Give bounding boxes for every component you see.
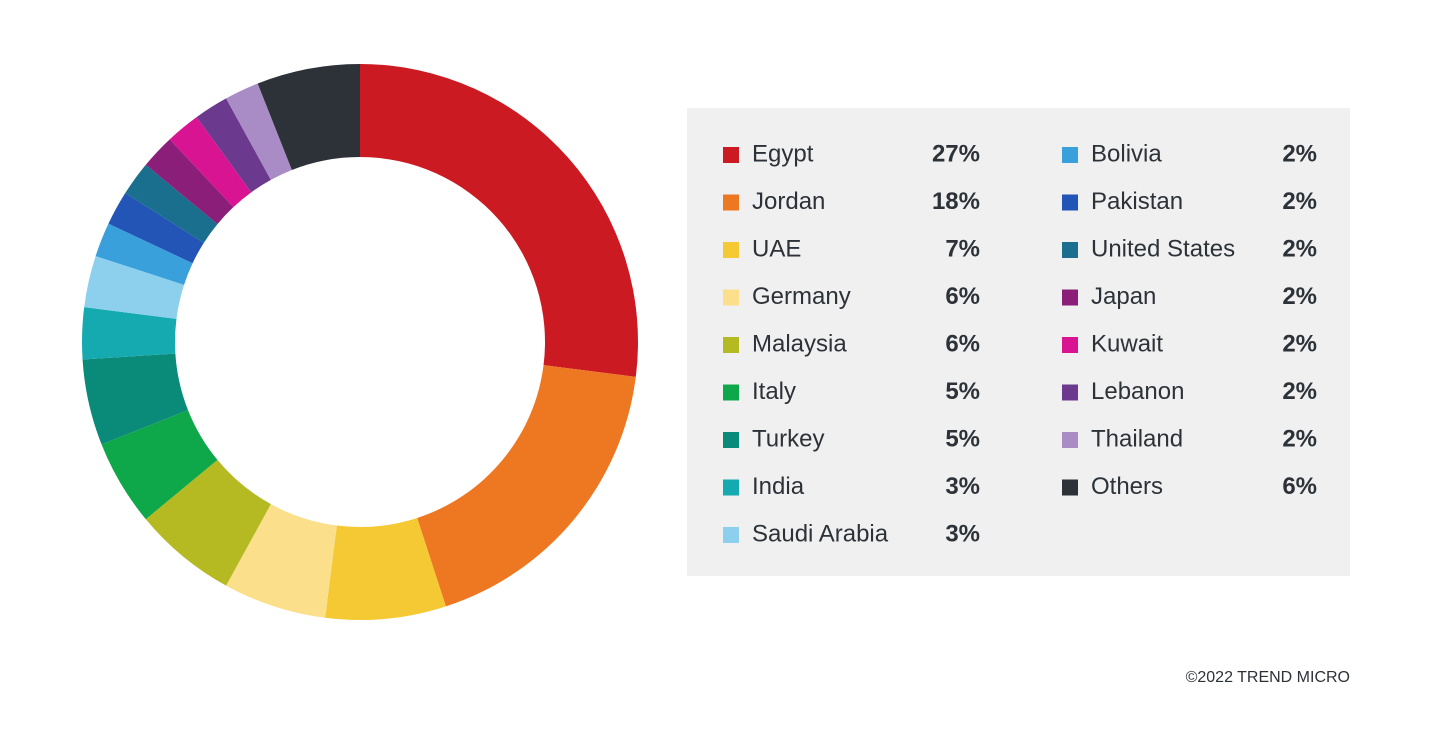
legend-swatch: [723, 147, 739, 163]
donut-slice: [82, 307, 177, 360]
legend-swatch: [1062, 289, 1078, 306]
legend-swatch: [723, 242, 739, 258]
legend-label: Jordan: [752, 188, 825, 215]
legend-swatch: [1062, 479, 1078, 496]
value-label: 27%: [932, 140, 980, 167]
legend-swatch: [723, 289, 739, 306]
legend-label: Kuwait: [1091, 330, 1163, 357]
legend-label: Thailand: [1091, 425, 1183, 452]
donut-slice: [196, 98, 271, 193]
donut-slice: [169, 117, 252, 208]
donut-slice: [125, 164, 218, 243]
legend-label: Pakistan: [1091, 188, 1183, 215]
legend-label: Malaysia: [752, 330, 847, 357]
legend-label: Lebanon: [1091, 378, 1184, 405]
donut-slice: [325, 517, 446, 620]
legend-label: Bolivia: [1091, 140, 1162, 167]
donut-slice: [82, 353, 188, 445]
donut-slice: [417, 365, 636, 607]
value-label: 2%: [1282, 330, 1317, 357]
donut-slice: [84, 256, 185, 319]
legend-swatch: [723, 337, 739, 353]
donut-slice: [145, 139, 234, 225]
legend-label: Italy: [752, 378, 796, 405]
legend-label: Others: [1091, 473, 1163, 500]
value-label: 3%: [945, 520, 980, 547]
legend-swatch: [1062, 147, 1078, 163]
donut-slice: [95, 223, 193, 285]
legend-box: [687, 108, 1350, 576]
value-label: 2%: [1282, 235, 1317, 262]
legend-label: Japan: [1091, 283, 1156, 310]
legend-swatch: [1062, 194, 1078, 211]
donut-slice: [257, 64, 360, 170]
legend-label: Turkey: [752, 425, 824, 452]
donut-slice: [145, 459, 271, 586]
value-label: 5%: [945, 378, 980, 405]
value-label: 6%: [945, 330, 980, 357]
legend-label: UAE: [752, 235, 801, 262]
legend-swatch: [723, 527, 739, 543]
legend-label: Saudi Arabia: [752, 520, 889, 547]
donut-slice: [360, 64, 638, 377]
donut-slice: [101, 410, 218, 520]
value-label: 2%: [1282, 425, 1317, 452]
legend-swatch: [1062, 337, 1078, 353]
legend-swatch: [723, 194, 739, 211]
value-label: 2%: [1282, 140, 1317, 167]
value-label: 6%: [1282, 473, 1317, 500]
legend-label: United States: [1091, 235, 1235, 262]
donut-slice: [226, 504, 337, 618]
value-label: 3%: [945, 473, 980, 500]
source: ©2022 TREND MICRO: [1186, 669, 1350, 686]
legend-swatch: [723, 432, 739, 448]
value-label: 2%: [1282, 378, 1317, 405]
value-label: 2%: [1282, 283, 1317, 310]
value-label: 2%: [1282, 188, 1317, 215]
legend-swatch: [1062, 242, 1078, 258]
legend-swatch: [723, 384, 739, 401]
value-label: 5%: [945, 425, 980, 452]
value-label: 7%: [945, 235, 980, 262]
donut-slice: [108, 193, 204, 264]
legend-label: India: [752, 473, 805, 500]
legend-label: Egypt: [752, 140, 814, 167]
legend-swatch: [723, 479, 739, 496]
legend-label: Germany: [752, 283, 851, 310]
legend-swatch: [1062, 432, 1078, 448]
value-label: 18%: [932, 188, 980, 215]
legend-swatch: [1062, 384, 1078, 401]
value-label: 6%: [945, 283, 980, 310]
donut-slice: [226, 83, 292, 180]
